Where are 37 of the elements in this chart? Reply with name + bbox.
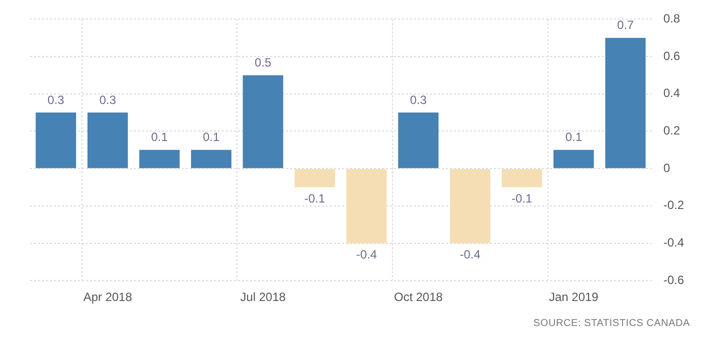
bar [139,150,180,168]
data-label: 0.1 [565,130,582,144]
y-tick-label: 0.8 [663,12,680,26]
y-tick-label: 0.6 [663,48,680,63]
bar [346,169,387,244]
data-label: 0.1 [202,130,220,144]
bar [87,112,128,168]
data-label: -0.1 [304,192,326,206]
data-label: -0.1 [512,192,533,206]
y-tick-label: -0.4 [663,236,684,250]
bar [553,150,594,168]
bar [191,150,232,168]
data-label: -0.4 [460,248,481,262]
data-label: 0.3 [410,92,427,107]
bar [242,75,284,168]
y-tick-label: -0.2 [663,198,684,212]
y-tick-label: 0.2 [663,124,680,138]
bar [398,112,439,168]
bar [450,169,490,244]
data-label: -0.4 [356,248,378,262]
x-tick-label: Oct 2018 [394,290,443,304]
y-tick-label: 0 [663,160,670,175]
data-label: 0.3 [99,92,116,107]
data-label: 0.1 [151,130,168,144]
x-tick-label: Jul 2018 [240,290,286,304]
y-tick-label: 0.4 [663,86,680,100]
data-label: 0.3 [48,92,65,107]
data-label: 0.7 [617,18,634,32]
bar [36,112,76,168]
x-tick-label: Apr 2018 [83,290,132,304]
bar [502,169,542,188]
bar [605,38,646,168]
data-label: 0.5 [254,56,272,70]
y-tick-label: -0.6 [663,272,684,287]
x-tick-label: Jan 2019 [548,290,599,304]
source-note: SOURCE: STATISTICS CANADA [532,318,690,329]
bar [294,169,335,188]
